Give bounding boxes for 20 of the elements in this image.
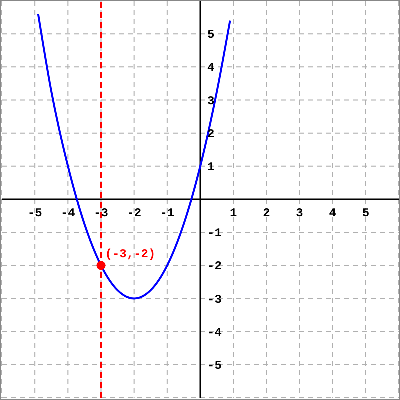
y-tick-label: -1 <box>208 226 222 241</box>
y-tick-label: 3 <box>208 94 215 108</box>
x-tick-label: 2 <box>263 206 270 220</box>
x-tick-label: 5 <box>362 206 370 220</box>
x-tick-label: 4 <box>329 206 336 220</box>
y-tick-label: -4 <box>208 326 222 340</box>
y-tick-label: -3 <box>208 292 222 307</box>
y-tick-label: 5 <box>208 28 215 42</box>
x-tick-label: -5 <box>28 206 42 220</box>
y-tick-label: 4 <box>208 61 215 76</box>
x-tick-label: 3 <box>296 206 304 220</box>
x-tick-label: -1 <box>160 206 175 220</box>
y-tick-label: -5 <box>208 358 222 373</box>
y-tick-label: -2 <box>208 260 222 274</box>
y-tick-label: 1 <box>208 160 215 174</box>
x-tick-label: 1 <box>230 206 238 220</box>
annotation: (-3,-2) <box>105 248 156 262</box>
x-tick-label: -4 <box>60 206 76 220</box>
x-tick-label: -2 <box>127 206 142 220</box>
x-tick-label: -3 <box>94 206 108 220</box>
